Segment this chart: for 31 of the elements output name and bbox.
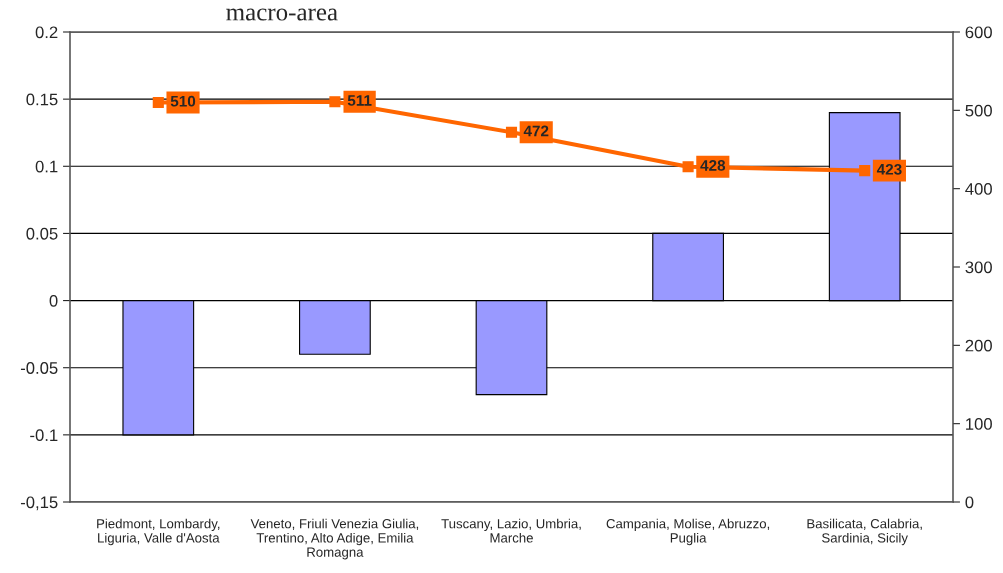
- y-tick-label: 0.2: [35, 26, 58, 39]
- x-tick-label: Basilicata, Calabria, Sardinia, Sicily: [807, 518, 922, 546]
- x-tick-label: Piedmont, Lombardy, Liguria, Valle d'Aosta: [97, 518, 220, 546]
- y2-tick-label: 600: [965, 26, 992, 39]
- y-tick-label: 0.15: [26, 93, 58, 106]
- data-label: 472: [523, 125, 549, 137]
- y2-tick-label: 0: [965, 496, 974, 509]
- y2-tick-label: 400: [965, 183, 992, 195]
- y2-tick-label: 200: [965, 339, 992, 352]
- y-tick-label: 0.1: [35, 160, 58, 173]
- data-label: 423: [876, 163, 902, 175]
- data-label: 510: [170, 95, 196, 107]
- x-tick-label: Veneto, Friuli Venezia Giulia, Trentino, Alto Adige, Emilia Romagna: [250, 518, 419, 560]
- y-tick-label: 0: [49, 294, 58, 307]
- y2-tick-label: 100: [966, 418, 992, 430]
- point: [859, 165, 871, 177]
- point: [152, 96, 164, 109]
- x-tick-label: Campania, Molise, Abruzzo, Puglia: [606, 518, 770, 546]
- y2-tick-label: 500: [965, 104, 992, 117]
- point: [329, 96, 341, 108]
- point: [505, 126, 518, 138]
- y-tick-label: -0,15: [20, 496, 58, 511]
- data-label: 428: [700, 160, 726, 171]
- chart-title: macro-area: [226, 8, 338, 21]
- y-tick-label: 0.05: [26, 227, 58, 240]
- x-tick-label: Tuscany, Lazio, Umbria, Marche: [441, 518, 581, 543]
- y2-tick-label: 300: [965, 261, 992, 274]
- y-tick-label: -0.1: [30, 429, 58, 442]
- data-label: 511: [347, 95, 372, 106]
- point: [682, 161, 694, 173]
- y-tick-label: -0.05: [20, 362, 58, 374]
